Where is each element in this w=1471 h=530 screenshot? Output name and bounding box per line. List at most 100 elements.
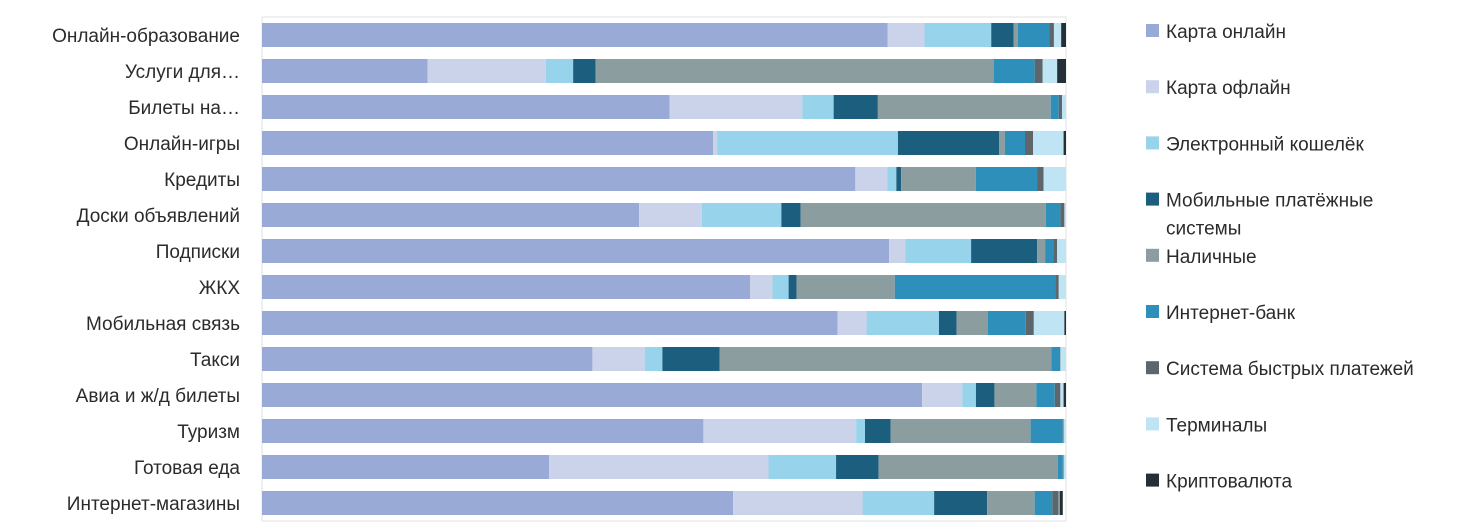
bar-segment [262, 95, 670, 119]
bar-segment [887, 23, 925, 47]
legend-label: Наличные [1166, 247, 1257, 268]
bar-segment [890, 419, 1031, 443]
bar-segment [836, 455, 879, 479]
bar-segment [262, 167, 856, 191]
bar-segment [1054, 383, 1061, 407]
bar-segment [1025, 311, 1034, 335]
bar-segment [549, 455, 769, 479]
legend-label: Криптовалюта [1166, 472, 1292, 493]
bar-segment [1051, 347, 1060, 371]
bar-segment [1062, 419, 1064, 443]
category-label: Туризм [177, 422, 240, 443]
bar-segment [999, 131, 1005, 155]
legend-label-line: Мобильные платёжные [1166, 191, 1373, 212]
bar-segment [1060, 383, 1064, 407]
bar-segment [934, 491, 988, 515]
bar-segment [905, 239, 972, 263]
bar-segment [427, 59, 546, 83]
bar-segment [768, 455, 837, 479]
bar-segment [262, 455, 550, 479]
category-label: Онлайн-игры [124, 134, 240, 155]
legend-label: Система быстрых платежей [1166, 359, 1414, 380]
bar-segment [262, 347, 593, 371]
bar-segment [1045, 239, 1054, 263]
bar-segment [772, 275, 789, 299]
category-label: Доски объявлений [77, 206, 240, 227]
bar-segment [262, 275, 751, 299]
bars [262, 23, 1066, 515]
bar-segment [719, 347, 1052, 371]
bar-segment [800, 203, 1046, 227]
bar-segment [1063, 455, 1066, 479]
bar-segment [1058, 95, 1062, 119]
bar-segment [592, 347, 645, 371]
bar-segment [1053, 23, 1062, 47]
bar-segment [865, 419, 891, 443]
bar-segment [1055, 275, 1059, 299]
bar-segment [545, 59, 574, 83]
bar-segment [833, 95, 878, 119]
bar-segment [1057, 239, 1066, 263]
bar-segment [877, 95, 1051, 119]
bar-segment [262, 203, 640, 227]
bar-segment [962, 383, 976, 407]
bar-segment [733, 491, 863, 515]
bar-segment [262, 311, 838, 335]
bar-segment [1063, 383, 1066, 407]
bar-segment [1033, 311, 1065, 335]
bar-segment [1058, 491, 1060, 515]
bar-segment [889, 239, 906, 263]
bar-segment [987, 491, 1035, 515]
bar-segment [1064, 311, 1066, 335]
bar-segment [750, 275, 773, 299]
bar-segment [1063, 419, 1066, 443]
bar-segment [1034, 491, 1053, 515]
category-label: Билеты на… [128, 98, 240, 119]
bar-segment [866, 311, 939, 335]
bar-segment [1064, 203, 1066, 227]
legend-swatch [1146, 136, 1159, 150]
category-label: Кредиты [164, 170, 240, 191]
category-label: Готовая еда [134, 458, 240, 479]
bar-segment [897, 131, 1000, 155]
bar-segment [1025, 131, 1034, 155]
bar-segment [717, 131, 898, 155]
category-label: Услуги для… [125, 62, 240, 83]
bar-segment [1033, 131, 1064, 155]
category-label: Авиа и ж/д билеты [76, 386, 240, 407]
bar-segment [703, 419, 857, 443]
legend-swatch [1146, 80, 1159, 94]
bar-segment [669, 95, 803, 119]
category-label: Подписки [156, 242, 240, 263]
bar-segment [887, 167, 897, 191]
category-label: ЖКХ [199, 278, 241, 299]
bar-segment [262, 491, 734, 515]
plot-area [261, 16, 1067, 522]
bar-segment [595, 59, 994, 83]
bar-segment [1052, 491, 1059, 515]
bar-segment [988, 311, 1026, 335]
bar-segment [639, 203, 702, 227]
bar-segment [975, 167, 1038, 191]
bar-segment [924, 23, 992, 47]
bar-segment [262, 419, 704, 443]
legend-swatch [1146, 361, 1159, 375]
bar-segment [855, 167, 888, 191]
bar-segment [1062, 455, 1064, 479]
bar-segment [1043, 167, 1066, 191]
plot-border [261, 16, 1067, 522]
bar-segment [994, 383, 1037, 407]
category-label: Мобильная связь [86, 314, 240, 335]
bar-segment [1060, 347, 1066, 371]
bar-segment [1013, 23, 1018, 47]
bar-segment [1059, 491, 1063, 515]
bar-segment [1037, 239, 1046, 263]
bar-segment [1057, 59, 1066, 83]
bar-segment [922, 383, 963, 407]
bar-segment [1060, 203, 1065, 227]
bar-segment [644, 347, 663, 371]
bar-segment [938, 311, 957, 335]
bar-segment [1045, 203, 1061, 227]
bar-segment [975, 383, 995, 407]
